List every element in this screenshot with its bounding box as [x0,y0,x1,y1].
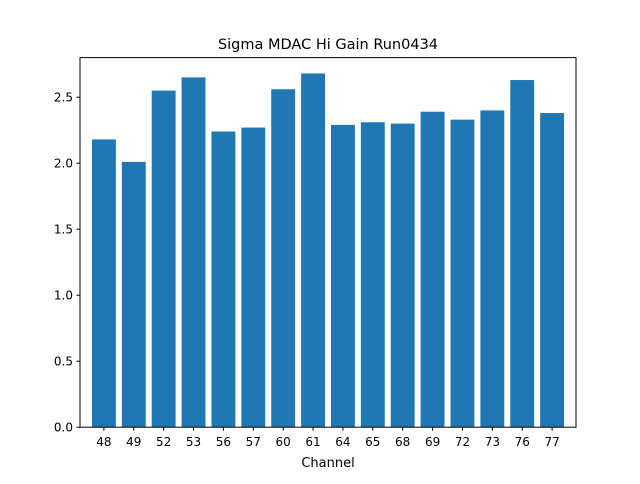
y-tick-label: 0.5 [54,355,73,369]
bar-72 [450,119,475,428]
x-tick-label: 72 [455,435,470,449]
x-axis-label: Channel [301,456,354,471]
x-tick-label: 77 [544,435,559,449]
bar-49 [121,161,146,428]
x-tick-label: 61 [305,435,320,449]
x-tick-label: 68 [395,435,410,449]
bar-77 [540,113,565,428]
bar-48 [91,139,116,428]
x-tick-label: 56 [216,435,231,449]
x-tick-label: 76 [515,435,530,449]
x-axis: 48 49 52 53 56 57 60 61 64 65 68 69 72 73 76 77 [96,427,560,449]
chart-title: Sigma MDAC Hi Gain Run0434 [218,37,438,53]
x-tick-label: 57 [246,435,261,449]
bar-53 [181,77,206,428]
x-tick-label: 49 [126,435,141,449]
bar-61 [301,73,326,428]
x-tick-label: 53 [186,435,201,449]
y-tick-label: 1.0 [54,289,73,303]
x-tick-label: 60 [276,435,291,449]
plot-frame [79,57,577,428]
bar-64 [330,124,355,428]
x-tick-label: 48 [96,435,111,449]
bar-76 [510,80,535,428]
y-tick-label: 2.5 [54,91,73,105]
bar-68 [390,123,415,428]
bar-52 [151,90,176,428]
y-axis: 0.0 0.5 1.0 1.5 2.0 2.5 [54,91,80,435]
bar-56 [211,131,236,428]
bar-60 [271,89,296,428]
x-tick-label: 52 [156,435,171,449]
bar-65 [360,122,385,428]
y-tick-label: 1.5 [54,223,73,237]
x-tick-label: 73 [485,435,500,449]
y-tick-label: 2.0 [54,157,73,171]
bar-73 [480,110,505,428]
x-tick-label: 64 [335,435,350,449]
y-tick-label: 0.0 [54,421,73,435]
bar-57 [241,127,266,428]
x-tick-label: 65 [365,435,380,449]
x-tick-label: 69 [425,435,440,449]
bar-69 [420,111,445,428]
bars-group [91,73,565,428]
